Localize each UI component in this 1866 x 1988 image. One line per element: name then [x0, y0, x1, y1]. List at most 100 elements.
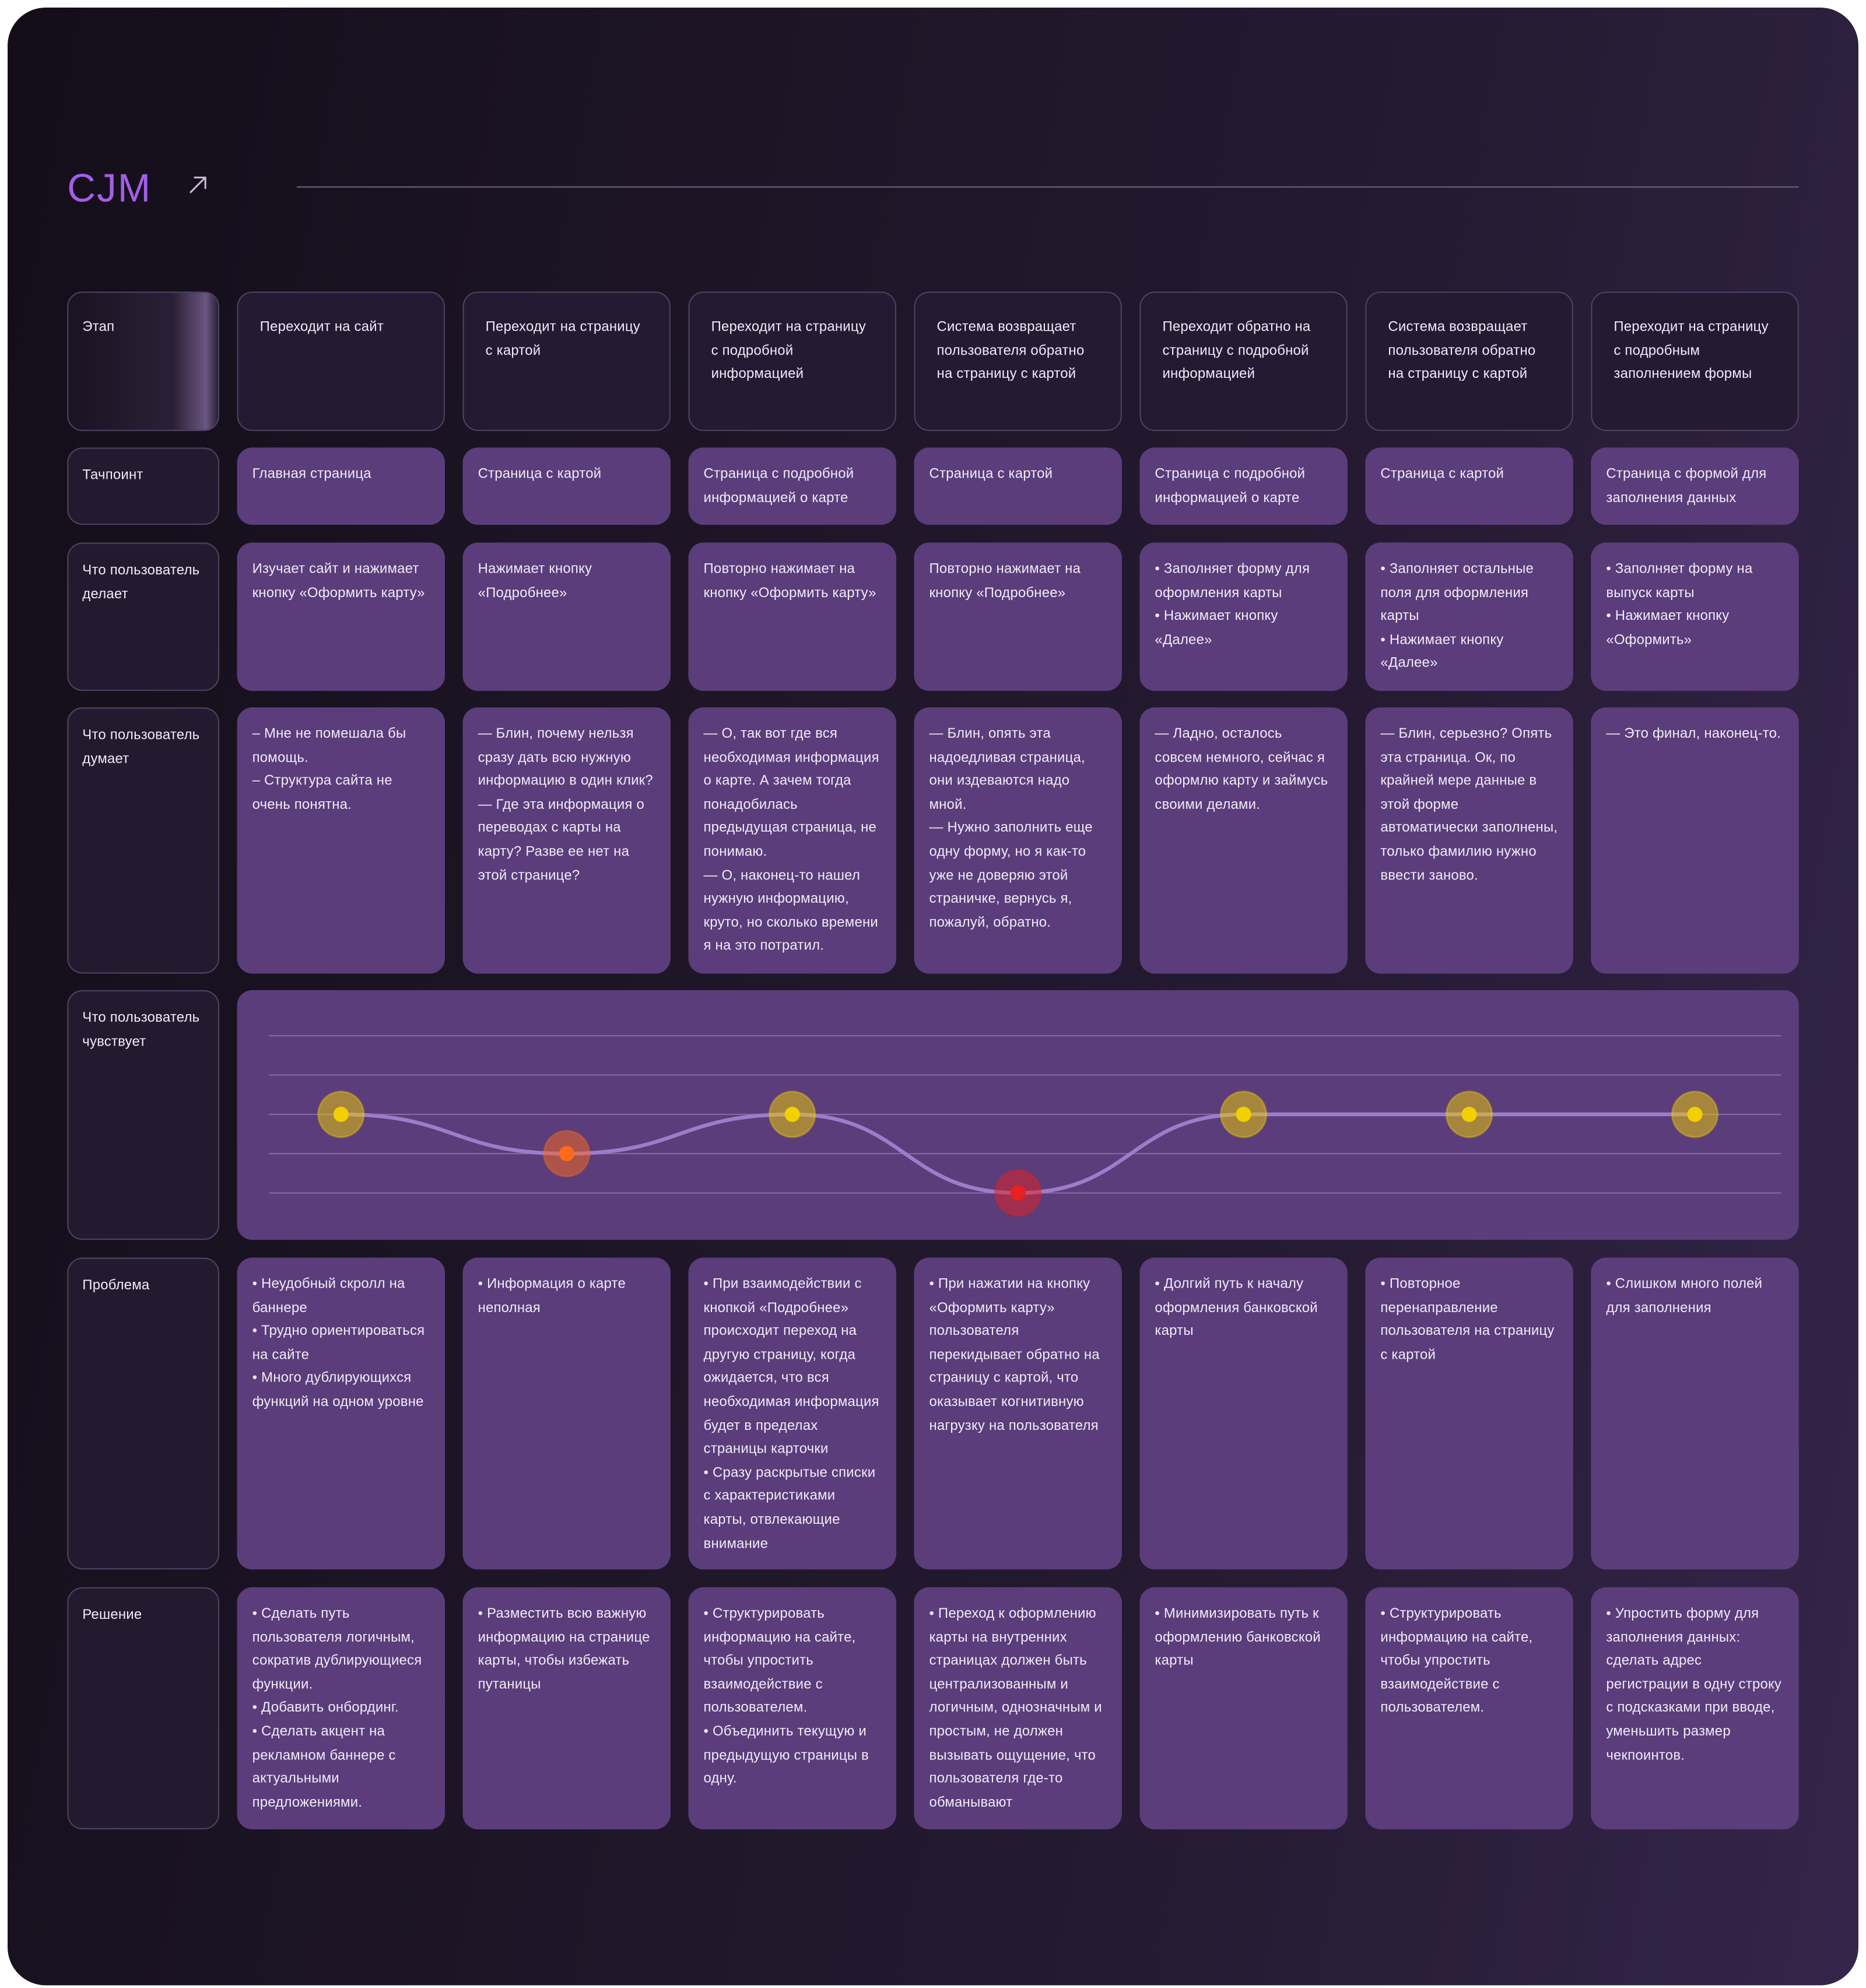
cell-text: • Сделать путь пользователя логичным, со…	[252, 1606, 422, 1692]
cell: • Неудобный скролл на баннере • Трудно ор…	[237, 1257, 446, 1570]
cell-text: • При взаимодействии с кнопкой «Подробне…	[703, 1277, 879, 1457]
cell-text: Страница с картой	[1380, 466, 1504, 482]
cell-text: – Мне не помешала бы помощь.	[252, 726, 406, 766]
cell-text: • Нажимает кнопку «Далее»	[1155, 608, 1278, 648]
cell-text: • Минимизировать путь к оформлению банко…	[1155, 1606, 1321, 1669]
cell-text: — Блин, серьезно? Опять эта страница. Ок…	[1380, 726, 1558, 883]
cell-text: Страница с картой	[478, 466, 602, 482]
cell-text: Страница с подробной информацией о карте	[1155, 466, 1306, 506]
cell-text: • Информация о карте неполная	[478, 1277, 626, 1316]
cell-text: • Повторное перенаправление пользователя…	[1380, 1277, 1555, 1363]
cell: • При взаимодействии с кнопкой «Подробне…	[688, 1257, 896, 1570]
stage-cell: Система возвращает пользователя обратно …	[914, 291, 1122, 432]
row-label: Проблема	[67, 1257, 220, 1570]
cell-text: Решение	[82, 1607, 142, 1623]
cell-text: Страница с картой	[929, 466, 1053, 482]
divider	[296, 186, 1799, 188]
cell: Повторно нажимает на кнопку «Подробнее»	[914, 542, 1122, 691]
stage-cell: Переходит на сайт	[237, 291, 446, 432]
cell-text: Система возвращает пользователя обратно …	[936, 319, 1085, 382]
cell: • Структурировать информацию на сайте, ч…	[1365, 1587, 1573, 1829]
cell-text: • Долгий путь к началу оформления банков…	[1155, 1277, 1318, 1340]
cell-text: • Трудно ориентироваться на сайте	[252, 1323, 425, 1363]
cell-text: — Ладно, осталось совсем немного, сейчас…	[1155, 726, 1328, 813]
cell-text: – Структура сайта не очень понятна.	[252, 773, 392, 813]
emotion-point	[1236, 1106, 1251, 1122]
cell-text: • Добавить онбординг.	[252, 1701, 399, 1716]
cell: — Блин, опять эта надоедливая страница, …	[914, 707, 1122, 974]
row-label: Тачпоинт	[67, 447, 220, 525]
cell-text: • Структурировать информацию на сайте, ч…	[1380, 1606, 1533, 1716]
cell-text: — Где эта информация о переводах с карты…	[478, 797, 644, 883]
cell-text: • Нажимает кнопку «Оформить»	[1606, 608, 1730, 648]
cell: Повторно нажимает на кнопку «Оформить ка…	[688, 542, 896, 691]
cell-text: • Заполняет форму на выпуск карты	[1606, 562, 1753, 601]
cell-text: — Блин, почему нельзя сразу дать всю нуж…	[478, 726, 653, 789]
cell-text: — О, так вот где вся необходимая информа…	[703, 726, 879, 860]
cell: — О, так вот где вся необходимая информа…	[688, 707, 896, 974]
cell: • При нажатии на кнопку «Оформить карту»…	[914, 1257, 1122, 1570]
cell-text: • Структурировать информацию на сайте, ч…	[703, 1606, 856, 1716]
external-link-icon[interactable]	[187, 174, 209, 197]
cell-text: — Нужно заполнить еще одну форму, но я к…	[929, 821, 1093, 931]
cell: Нажимает кнопку «Подробнее»	[462, 542, 671, 691]
cell-text: • Сделать акцент на рекламном баннере с …	[252, 1724, 396, 1810]
cell-text: Переходит на сайт	[259, 319, 384, 335]
cell-text: Что пользователь делает	[82, 563, 200, 602]
cell: — Блин, почему нельзя сразу дать всю нуж…	[462, 707, 671, 974]
emotion-point	[1687, 1106, 1703, 1122]
row-label: Решение	[67, 1587, 220, 1829]
cell: • Слишком много полей для заполнения	[1591, 1257, 1799, 1570]
cell: • Повторное перенаправление пользователя…	[1365, 1257, 1573, 1570]
cell: • Заполняет форму на выпуск карты • Нажим…	[1591, 542, 1799, 691]
row-label: Этап	[67, 291, 220, 432]
cell-text: Изучает сайт и нажимает кнопку «Оформить…	[252, 562, 425, 601]
cell-text: Переходит на страницу с подробной информ…	[711, 319, 866, 382]
cell: Главная страница	[237, 447, 446, 525]
emotion-point	[784, 1106, 800, 1122]
cell-text: • Заполняет форму для оформления карты	[1155, 562, 1310, 601]
stage-cell: Переходит на страницу с подробной информ…	[688, 291, 896, 432]
cell-text: Переходит на страницу с картой	[485, 319, 640, 359]
cell-text: Система возвращает пользователя обратно …	[1388, 319, 1536, 382]
cell-text: Проблема	[82, 1278, 150, 1293]
cell-text: • Упростить форму для заполнения данных:…	[1606, 1606, 1782, 1763]
cell-text: Страница с подробной информацией о карте	[703, 466, 854, 506]
cell: Страница с картой	[462, 447, 671, 525]
cell: • Заполняет остальные поля для оформлени…	[1365, 542, 1573, 691]
emotion-point	[333, 1106, 349, 1122]
cell: • Долгий путь к началу оформления банков…	[1139, 1257, 1348, 1570]
cell-text: — О, наконец-то нашел нужную информацию,…	[703, 868, 878, 954]
cell-text: Страница с формой для заполнения данных	[1606, 466, 1767, 506]
row-label: Что пользователь чувствует	[67, 990, 220, 1240]
cell-text: • Неудобный скролл на баннере	[252, 1277, 405, 1316]
cell-text: Что пользователь чувствует	[82, 1010, 200, 1050]
stage-cell: Переходит обратно на страницу с подробно…	[1139, 291, 1348, 432]
row-label: Что пользователь делает	[67, 542, 220, 691]
cell-text: Переходит обратно на страницу с подробно…	[1162, 319, 1311, 382]
cell-text: • Переход к оформлению карты на внутренн…	[929, 1606, 1102, 1810]
row-label: Что пользователь думает	[67, 707, 220, 974]
cell-text: • Нажимает кнопку «Далее»	[1380, 632, 1504, 671]
emotion-point	[1010, 1185, 1026, 1201]
cell-text: • Слишком много полей для заполнения	[1606, 1277, 1763, 1316]
cell: • Информация о карте неполная	[462, 1257, 671, 1570]
cell: – Мне не помешала бы помощь. – Структура …	[237, 707, 446, 974]
cell-text: Переходит на страницу с подробным заполн…	[1614, 319, 1769, 382]
emotion-point	[1461, 1106, 1477, 1122]
cell: • Упростить форму для заполнения данных:…	[1591, 1587, 1799, 1829]
cell-text: • Много дублирующихся функций на одном у…	[252, 1370, 424, 1410]
title: CJM	[67, 166, 152, 211]
cell: • Сделать путь пользователя логичным, со…	[237, 1587, 446, 1829]
cell: Страница с формой для заполнения данных	[1591, 447, 1799, 525]
cell-text: • Разместить всю важную информацию на ст…	[478, 1606, 650, 1692]
cell-text: Что пользователь думает	[82, 727, 200, 767]
cell-text: • При нажатии на кнопку «Оформить карту»…	[929, 1277, 1100, 1433]
cell: Страница с подробной информацией о карте	[688, 447, 896, 525]
cell: • Минимизировать путь к оформлению банко…	[1139, 1587, 1348, 1829]
cell: • Заполняет форму для оформления карты • …	[1139, 542, 1348, 691]
stage-cell: Система возвращает пользователя обратно …	[1365, 291, 1573, 432]
cell: Страница с картой	[914, 447, 1122, 525]
